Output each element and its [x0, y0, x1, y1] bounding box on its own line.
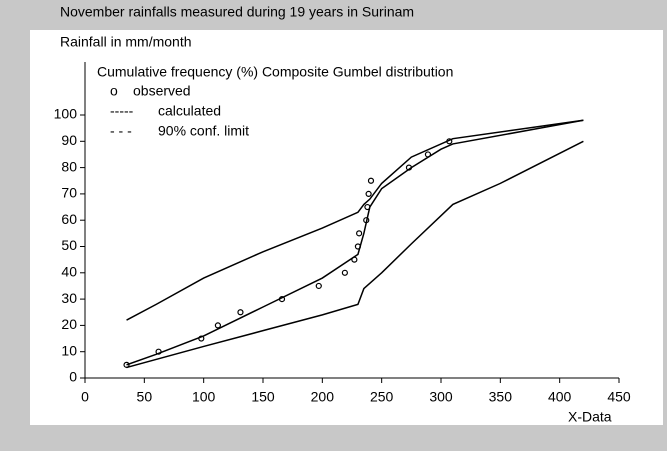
x-tick-label: 250 — [370, 389, 394, 405]
observed-point — [367, 177, 375, 184]
y-tick-label: 100 — [54, 106, 78, 122]
legend-label: 90% conf. limit — [158, 123, 249, 139]
observed-point — [315, 282, 322, 290]
y-tick-label: 70 — [61, 185, 77, 201]
observed-point — [341, 269, 348, 276]
chart-title: November rainfalls measured during 19 ye… — [60, 4, 414, 20]
x-tick-label: 350 — [489, 389, 513, 405]
x-tick-label: 100 — [192, 389, 216, 405]
x-tick-label: 200 — [311, 389, 335, 405]
x-tick-label: 450 — [607, 389, 631, 405]
curve — [126, 119, 584, 321]
y-tick-label: 0 — [69, 369, 77, 385]
y-tick-label: 50 — [61, 237, 77, 253]
y-tick-label: 10 — [61, 342, 77, 358]
y-tick-label: 20 — [61, 316, 77, 332]
legend-symbol: o — [110, 83, 118, 99]
x-tick-label: 50 — [137, 389, 153, 405]
x-tick-label: 150 — [251, 389, 275, 405]
legend-label: calculated — [158, 103, 221, 119]
x-tick-label: 0 — [81, 389, 89, 405]
observed-point — [356, 230, 363, 237]
y-tick-label: 90 — [61, 132, 77, 148]
legend-symbol: - - - — [110, 123, 132, 139]
y-tick-label: 80 — [61, 158, 77, 174]
observed-point — [365, 190, 372, 197]
curve — [126, 140, 584, 369]
y-tick-label: 40 — [61, 264, 77, 280]
subtitle: Rainfall in mm/month — [60, 34, 192, 50]
legend-title: Cumulative frequency (%) Composite Gumbe… — [97, 64, 453, 80]
legend-label: observed — [133, 83, 191, 99]
legend-symbol: ----- — [110, 103, 134, 119]
y-tick-label: 60 — [61, 211, 77, 227]
observed-point — [214, 322, 222, 329]
x-axis-label: X-Data — [568, 409, 612, 425]
curve — [126, 119, 584, 366]
x-tick-label: 400 — [548, 389, 572, 405]
y-tick-label: 30 — [61, 290, 77, 306]
observed-point — [237, 309, 244, 316]
x-tick-label: 300 — [429, 389, 453, 405]
plot-panel — [30, 30, 663, 425]
